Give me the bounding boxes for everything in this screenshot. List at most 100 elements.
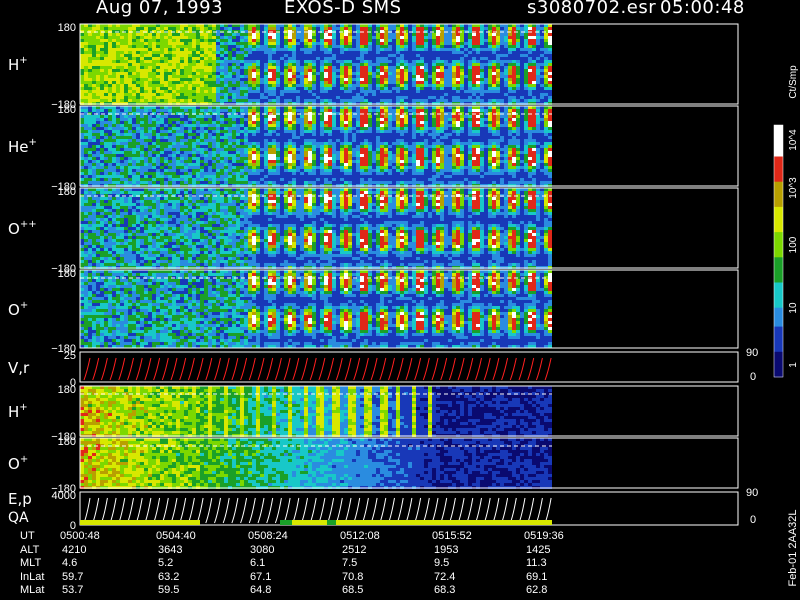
ephemeris-cell: 0500:48	[60, 530, 100, 542]
ephemeris-cell: 70.8	[342, 570, 364, 583]
colorbar-segment	[774, 175, 783, 183]
colorbar-segment	[774, 169, 783, 176]
colorbar-segment	[774, 351, 783, 359]
qa-strip-segment-1	[80, 520, 200, 525]
qa-strip-segment-4	[327, 520, 336, 525]
colorbar-segment	[774, 206, 783, 214]
ephemeris-row-name: MLT	[20, 557, 42, 569]
ephemeris-cell: 5.2	[158, 557, 174, 569]
y-min-tick-6: −180	[51, 431, 76, 443]
colorbar-segment	[774, 188, 783, 195]
ephemeris-cell: 63.2	[158, 570, 180, 583]
panel-frame-4	[79, 269, 739, 349]
panel-frame-2	[79, 105, 739, 187]
panel-label-4: O+	[8, 300, 28, 319]
colorbar-segment	[774, 263, 783, 271]
colorbar-segment	[774, 181, 783, 189]
y-max-tick-1: 180	[58, 22, 76, 34]
ephemeris-cell: 0504:40	[156, 530, 196, 542]
ephemeris-cell: 0519:36	[524, 530, 564, 542]
table-row: ALT 4210 3643 3080 2512 1953 1425	[0, 544, 560, 557]
colorbar-segment	[774, 194, 783, 202]
plot-date: Aug 07, 1993	[96, 0, 224, 18]
y-max-tick-3: 180	[58, 186, 76, 198]
ephemeris-row-name: InLat	[20, 570, 45, 583]
ephemeris-cell: 2512	[342, 543, 367, 556]
colorbar-segment	[774, 301, 783, 309]
colorbar-segment	[774, 358, 783, 365]
y-max-tick-2: 180	[58, 104, 76, 116]
table-row: MLat 53.7 59.5 64.8 68.5 68.3 62.8	[0, 584, 560, 597]
panel-frame-1	[79, 23, 739, 105]
right-min-tick-8: 0	[750, 514, 756, 526]
table-row: InLat 59.7 63.2 67.1 70.8 72.4 69.1	[0, 571, 560, 584]
spectrogram-panel-1	[80, 24, 552, 105]
right-max-tick-5: 90	[746, 347, 758, 359]
colorbar-segment	[774, 225, 783, 233]
panel-frame-5	[79, 351, 739, 383]
qa-strip-segment-3	[292, 520, 327, 525]
colorbar-segment	[774, 345, 783, 353]
colorbar-segment	[774, 314, 783, 321]
y-min-tick-7: −180	[51, 483, 76, 495]
line-trace-panel-5	[83, 357, 552, 381]
y-max-tick-8: 4000	[52, 490, 76, 502]
colorbar-segment	[774, 200, 783, 208]
ephemeris-cell: 62.8	[526, 584, 548, 596]
y-max-tick-4: 180	[58, 268, 76, 280]
colorbar-segment	[774, 213, 783, 220]
colorbar-segment	[774, 370, 783, 378]
y-min-tick-1: −180	[51, 99, 76, 111]
ephemeris-cell: 1953	[434, 543, 459, 556]
line-trace-panel-8	[83, 497, 552, 524]
ephemeris-cell: 3080	[250, 543, 275, 556]
colorbar-segment	[774, 219, 783, 227]
y-max-tick-5: 25	[64, 350, 76, 362]
spectrogram-panel-3	[80, 188, 552, 269]
ephemeris-cell: 64.8	[250, 584, 272, 596]
colorbar-segment	[774, 339, 783, 346]
colorbar-tick-label: 10^4	[788, 129, 799, 151]
panel-label-3: O++	[8, 219, 37, 238]
spectrogram-panel-2	[80, 106, 552, 187]
colorbar-tick-label: 1	[788, 362, 799, 368]
ephemeris-cell: 68.5	[342, 584, 364, 596]
ephemeris-row-name: UT	[20, 530, 35, 542]
colorbar-segment	[774, 131, 783, 139]
ephemeris-cell: 67.1	[250, 570, 272, 583]
panel-label-7: O+	[8, 454, 28, 473]
colorbar-segment	[774, 288, 783, 296]
colorbar-tick-label: 100	[788, 236, 799, 253]
ephemeris-cell: 0512:08	[340, 530, 380, 542]
colorbar-segment	[774, 295, 783, 302]
ephemeris-cell: 72.4	[434, 570, 456, 583]
colorbar-segment	[774, 232, 783, 239]
y-min-tick-3: −180	[51, 263, 76, 275]
y-max-tick-6: 180	[58, 384, 76, 396]
colorbar-segment	[774, 269, 783, 277]
ephemeris-cell: 4210	[62, 543, 87, 556]
qa-strip-segment-5	[336, 520, 552, 525]
qa-strip-segment-2	[280, 520, 292, 525]
ephemeris-cell: 69.1	[526, 570, 548, 583]
colorbar-segment	[774, 162, 783, 170]
colorbar-unit-label: Ct/Smp	[788, 65, 799, 99]
y-min-tick-8: 0	[70, 520, 76, 532]
ephemeris-cell: 59.5	[158, 584, 180, 596]
panel-frame-6	[79, 385, 739, 437]
ephemeris-row-name: ALT	[20, 543, 40, 556]
colorbar-segment	[774, 257, 783, 265]
colorbar-segment	[774, 251, 783, 258]
ephemeris-cell: 68.3	[434, 584, 456, 596]
colorbar-segment	[774, 326, 783, 334]
ephemeris-cell: 53.7	[62, 584, 84, 596]
y-min-tick-2: −180	[51, 181, 76, 193]
colorbar-segment	[774, 244, 783, 252]
ephemeris-cell: 4.6	[62, 557, 78, 569]
footer-vertical-label: Feb-01 2AA32L	[787, 509, 799, 586]
colorbar-tick-label: 10	[788, 302, 799, 314]
panel-label-5: V,r	[8, 359, 30, 377]
plot-instrument: EXOS-D SMS	[284, 0, 402, 18]
